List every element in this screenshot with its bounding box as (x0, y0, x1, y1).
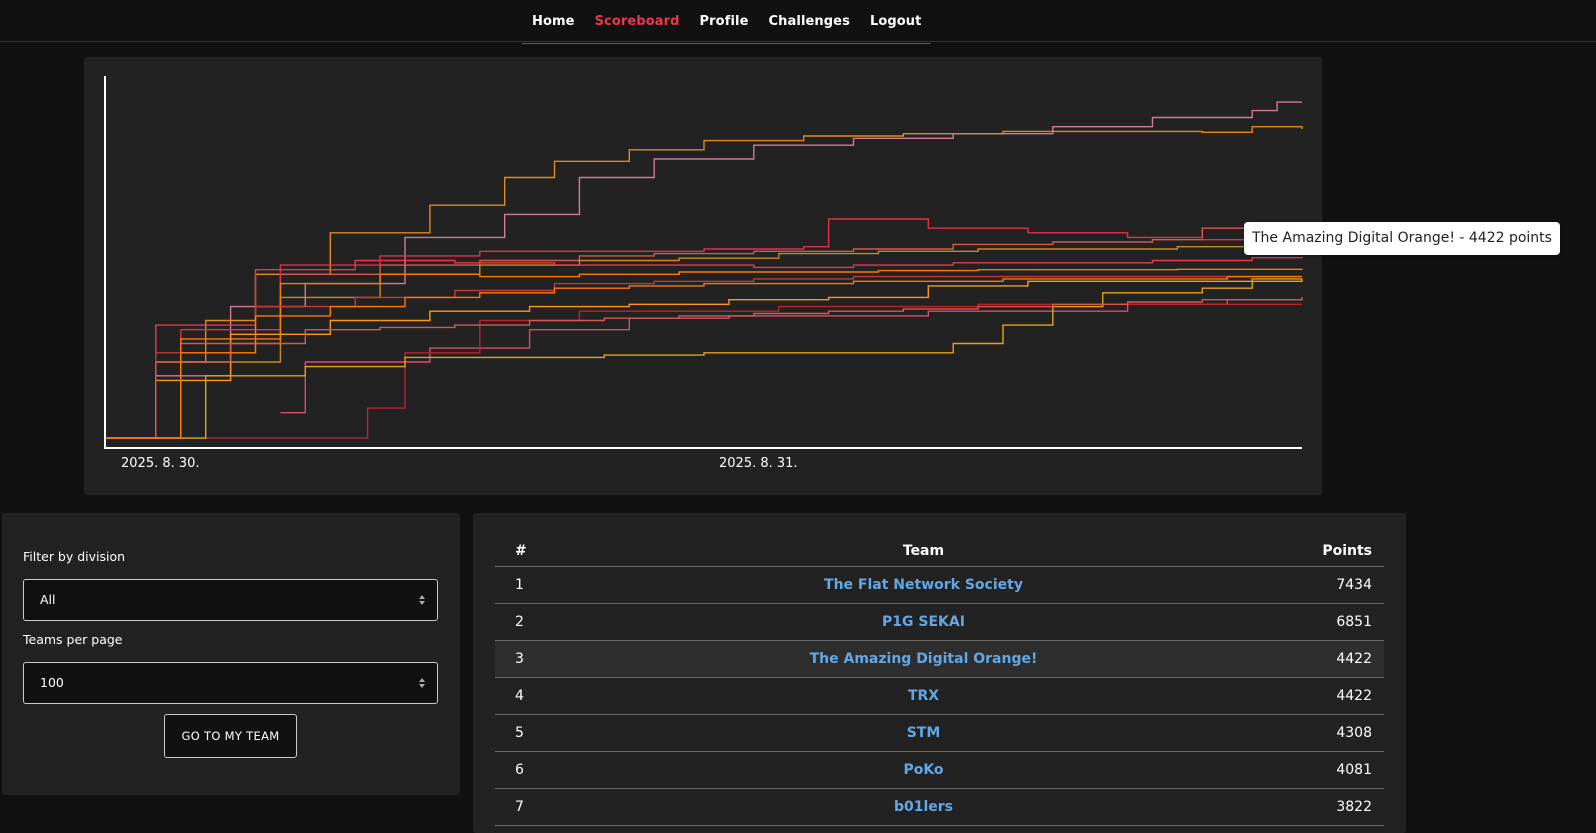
per-page-select[interactable]: 100 (23, 662, 438, 704)
table-header-row: # Team Points (495, 535, 1384, 567)
points-cell: 4081 (1272, 751, 1384, 789)
team-link[interactable]: STM (906, 725, 941, 741)
series-line-4[interactable] (106, 218, 1303, 439)
points-cell: 4422 (1272, 640, 1384, 678)
team-cell: TRX (575, 677, 1272, 715)
select-arrows-icon (419, 595, 425, 605)
team-cell: b01lers (575, 788, 1272, 826)
table-row: 3 The Amazing Digital Orange! 4422 (495, 640, 1384, 678)
series-line-10[interactable] (280, 297, 1303, 414)
points-cell: 6851 (1272, 603, 1384, 641)
series-line-9[interactable] (106, 278, 1303, 439)
rank-column-header: # (495, 535, 575, 567)
table-row: 5 STM 4308 (495, 714, 1384, 752)
x-tick-label: 2025. 8. 30. (121, 456, 200, 471)
team-cell: The Amazing Digital Orange! (575, 640, 1272, 678)
team-link[interactable]: PoKo (903, 762, 944, 778)
series-line-3[interactable] (106, 227, 1303, 439)
filter-panel: Filter by division All Teams per page 10… (2, 513, 460, 795)
series-line-14[interactable] (106, 275, 1302, 439)
series-line-11[interactable] (106, 303, 1302, 439)
series-line-6[interactable] (106, 256, 1303, 439)
rank-cell: 6 (495, 751, 575, 789)
nav-challenges[interactable]: Challenges (768, 14, 850, 29)
series-line-8[interactable] (106, 275, 1302, 439)
team-link[interactable]: TRX (907, 688, 940, 704)
points-column-header: Points (1272, 535, 1384, 567)
rank-cell: 4 (495, 677, 575, 715)
points-cell: 4422 (1272, 677, 1384, 715)
team-cell: P1G SEKAI (575, 603, 1272, 641)
series-line-7[interactable] (106, 268, 1303, 439)
select-arrows-icon (419, 678, 425, 688)
scoreboard-table: # Team Points 1 The Flat Network Society 7… (495, 535, 1384, 826)
division-select-value: All (40, 592, 56, 607)
team-link[interactable]: b01lers (893, 799, 954, 815)
team-cell: STM (575, 714, 1272, 752)
team-cell: PoKo (575, 751, 1272, 789)
series-line-13[interactable] (106, 297, 1303, 439)
rank-cell: 2 (495, 603, 575, 641)
nav-scoreboard[interactable]: Scoreboard (594, 14, 680, 29)
series-line-12[interactable] (106, 278, 1302, 439)
nav-home[interactable]: Home (532, 14, 575, 29)
go-to-my-team-button[interactable]: GO TO MY TEAM (164, 714, 297, 758)
graph-tooltip: The Amazing Digital Orange! - 4422 point… (1244, 222, 1560, 255)
nav-profile[interactable]: Profile (699, 14, 749, 29)
division-filter-label: Filter by division (23, 549, 126, 564)
x-tick-label: 2025. 8. 31. (719, 456, 798, 471)
table-row: 6 PoKo 4081 (495, 751, 1384, 789)
rank-cell: 3 (495, 640, 575, 678)
team-link[interactable]: P1G SEKAI (882, 614, 965, 630)
series-line-5[interactable] (106, 246, 1303, 439)
nav-menu: Home Scoreboard Profile Challenges Logout (522, 0, 932, 44)
per-page-label: Teams per page (23, 632, 123, 647)
table-row: 4 TRX 4422 (495, 677, 1384, 715)
nav-logout[interactable]: Logout (869, 14, 922, 29)
score-graph: 2025. 8. 30. 2025. 8. 31. (104, 76, 1303, 471)
team-column-header: Team (575, 535, 1272, 567)
points-cell: 3822 (1272, 788, 1384, 826)
team-cell: The Flat Network Society (575, 566, 1272, 604)
table-row: 7 b01lers 3822 (495, 788, 1384, 826)
team-link[interactable]: The Amazing Digital Orange! (809, 651, 1038, 667)
top-navbar: Home Scoreboard Profile Challenges Logout (0, 0, 1596, 44)
points-cell: 4308 (1272, 714, 1384, 752)
series-layer (106, 101, 1303, 439)
rank-cell: 1 (495, 566, 575, 604)
per-page-select-value: 100 (40, 675, 64, 690)
rank-cell: 5 (495, 714, 575, 752)
table-row: 1 The Flat Network Society 7434 (495, 566, 1384, 604)
x-tick-labels: 2025. 8. 30. 2025. 8. 31. (121, 456, 798, 471)
team-link[interactable]: The Flat Network Society (824, 577, 1023, 593)
points-cell: 7434 (1272, 566, 1384, 604)
division-select[interactable]: All (23, 579, 438, 621)
table-row: 2 P1G SEKAI 6851 (495, 603, 1384, 641)
rank-cell: 7 (495, 788, 575, 826)
score-graph-panel: 2025. 8. 30. 2025. 8. 31. (84, 57, 1322, 495)
scoreboard-table-panel: # Team Points 1 The Flat Network Society 7… (473, 513, 1406, 833)
series-line-2[interactable] (106, 126, 1303, 439)
